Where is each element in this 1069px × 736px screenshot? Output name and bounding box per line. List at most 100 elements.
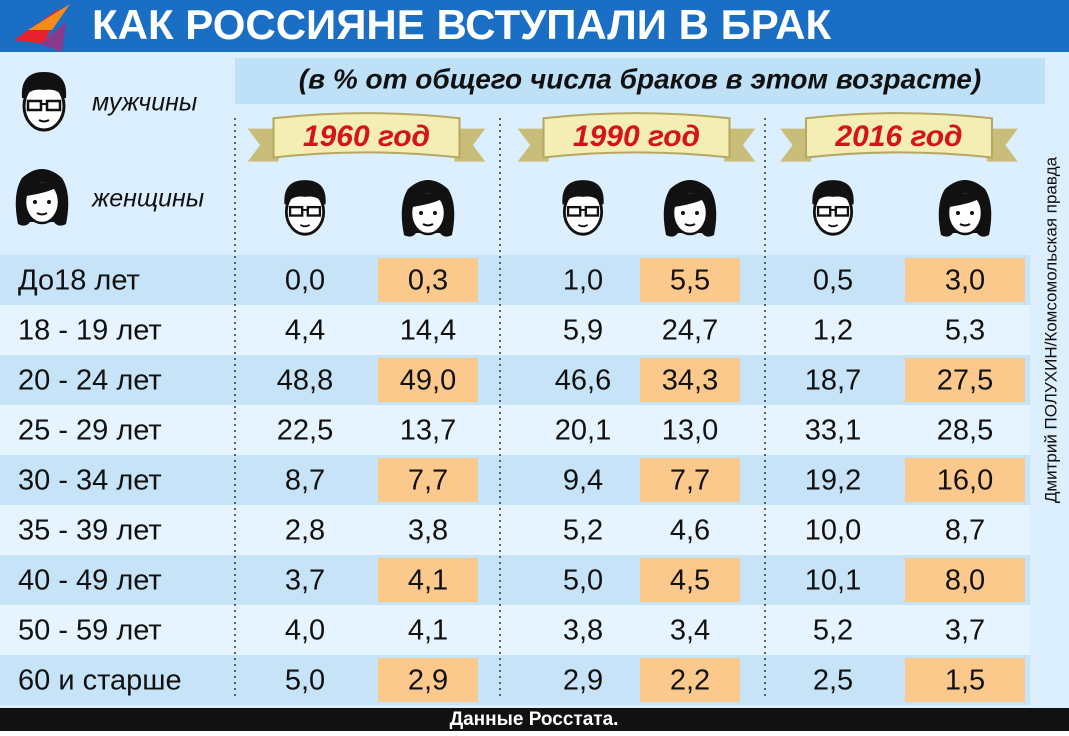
highlight-cell bbox=[905, 558, 1025, 602]
cell-value: 22,5 bbox=[277, 415, 333, 447]
title: КАК РОССИЯНЕ ВСТУПАЛИ В БРАК bbox=[92, 1, 831, 48]
cell-value: 10,0 bbox=[805, 515, 861, 547]
cell-value: 4,0 bbox=[285, 615, 325, 647]
highlight-cell bbox=[905, 458, 1025, 502]
row-label: 20 - 24 лет bbox=[18, 365, 162, 397]
cell-value: 49,0 bbox=[400, 365, 456, 397]
cell-value: 24,7 bbox=[662, 315, 718, 347]
year-label: 1990 год bbox=[573, 120, 700, 153]
cell-value: 33,1 bbox=[805, 415, 861, 447]
cell-value: 3,4 bbox=[670, 615, 710, 647]
cell-value: 48,8 bbox=[277, 365, 333, 397]
logo bbox=[14, 4, 70, 52]
highlight-cell bbox=[640, 458, 740, 502]
cell-value: 4,1 bbox=[408, 565, 448, 597]
row-band bbox=[0, 305, 1030, 355]
cell-value: 3,0 bbox=[945, 265, 985, 297]
footer-bar bbox=[0, 708, 1069, 731]
cell-value: 7,7 bbox=[670, 465, 710, 497]
cell-value: 2,2 bbox=[670, 665, 710, 697]
highlight-cell bbox=[378, 458, 478, 502]
subtitle-bar bbox=[235, 58, 1045, 104]
highlight-cell bbox=[640, 258, 740, 302]
cell-value: 3,8 bbox=[563, 615, 603, 647]
subtitle: (в % от общего числа браков в этом возра… bbox=[299, 63, 981, 94]
credit: Дмитрий ПОЛУХИН/Комсомольская правда bbox=[1041, 156, 1060, 503]
cell-value: 34,3 bbox=[662, 365, 718, 397]
cell-value: 5,0 bbox=[285, 665, 325, 697]
row-label: До18 лет bbox=[18, 265, 140, 297]
cell-value: 4,6 bbox=[670, 515, 710, 547]
year-label: 2016 год bbox=[834, 120, 962, 153]
highlight-cell bbox=[378, 258, 478, 302]
cell-value: 5,3 bbox=[945, 315, 985, 347]
cell-value: 27,5 bbox=[937, 365, 993, 397]
row-band bbox=[0, 655, 1030, 705]
cell-value: 13,7 bbox=[400, 415, 456, 447]
women-icon bbox=[14, 167, 70, 227]
cell-value: 2,8 bbox=[285, 515, 325, 547]
cell-value: 5,2 bbox=[813, 615, 853, 647]
footer-source: Данные Росстата. bbox=[450, 709, 619, 730]
men-icon bbox=[20, 70, 68, 132]
highlight-cell bbox=[378, 558, 478, 602]
row-band bbox=[0, 455, 1030, 505]
cell-value: 7,7 bbox=[408, 465, 448, 497]
title-bar bbox=[0, 0, 1069, 52]
men-icon bbox=[810, 178, 856, 236]
highlight-cell bbox=[905, 358, 1025, 402]
highlight-cell bbox=[640, 358, 740, 402]
legend-men: мужчины bbox=[92, 89, 197, 117]
row-label: 18 - 19 лет bbox=[18, 315, 162, 347]
row-label: 50 - 59 лет bbox=[18, 615, 162, 647]
cell-value: 3,7 bbox=[945, 615, 985, 647]
cell-value: 13,0 bbox=[662, 415, 718, 447]
legend-women: женщины bbox=[91, 185, 204, 213]
cell-value: 14,4 bbox=[400, 315, 456, 347]
row-band bbox=[0, 405, 1030, 455]
highlight-cell bbox=[640, 658, 740, 702]
women-icon bbox=[662, 178, 718, 238]
cell-value: 20,1 bbox=[555, 415, 611, 447]
row-label: 25 - 29 лет bbox=[18, 415, 162, 447]
cell-value: 46,6 bbox=[555, 365, 611, 397]
cell-value: 4,1 bbox=[408, 615, 448, 647]
cell-value: 16,0 bbox=[937, 465, 993, 497]
cell-value: 5,2 bbox=[563, 515, 603, 547]
cell-value: 5,9 bbox=[563, 315, 603, 347]
row-band bbox=[0, 255, 1030, 305]
row-label: 60 и старше bbox=[18, 665, 182, 697]
women-icon bbox=[937, 178, 993, 238]
row-label: 30 - 34 лет bbox=[18, 465, 162, 497]
cell-value: 4,5 bbox=[670, 565, 710, 597]
cell-value: 19,2 bbox=[805, 465, 861, 497]
cell-value: 3,7 bbox=[285, 565, 325, 597]
row-band bbox=[0, 355, 1030, 405]
row-band bbox=[0, 605, 1030, 655]
cell-value: 10,1 bbox=[805, 565, 861, 597]
row-label: 35 - 39 лет bbox=[18, 515, 162, 547]
cell-value: 1,0 bbox=[563, 265, 603, 297]
cell-value: 28,5 bbox=[937, 415, 993, 447]
highlight-cell bbox=[378, 658, 478, 702]
cell-value: 8,0 bbox=[945, 565, 985, 597]
cell-value: 3,8 bbox=[408, 515, 448, 547]
cell-value: 4,4 bbox=[285, 315, 325, 347]
men-icon bbox=[282, 178, 328, 236]
cell-value: 5,0 bbox=[563, 565, 603, 597]
women-icon bbox=[400, 178, 456, 238]
cell-value: 0,0 bbox=[285, 265, 325, 297]
row-band bbox=[0, 505, 1030, 555]
cell-value: 9,4 bbox=[563, 465, 603, 497]
cell-value: 1,2 bbox=[813, 315, 853, 347]
highlight-cell bbox=[905, 658, 1025, 702]
highlight-cell bbox=[640, 558, 740, 602]
year-label: 1960 год bbox=[303, 120, 430, 153]
cell-value: 0,3 bbox=[408, 265, 448, 297]
cell-value: 5,5 bbox=[670, 265, 710, 297]
cell-value: 2,5 bbox=[813, 665, 853, 697]
cell-value: 8,7 bbox=[945, 515, 985, 547]
highlight-cell bbox=[378, 358, 478, 402]
